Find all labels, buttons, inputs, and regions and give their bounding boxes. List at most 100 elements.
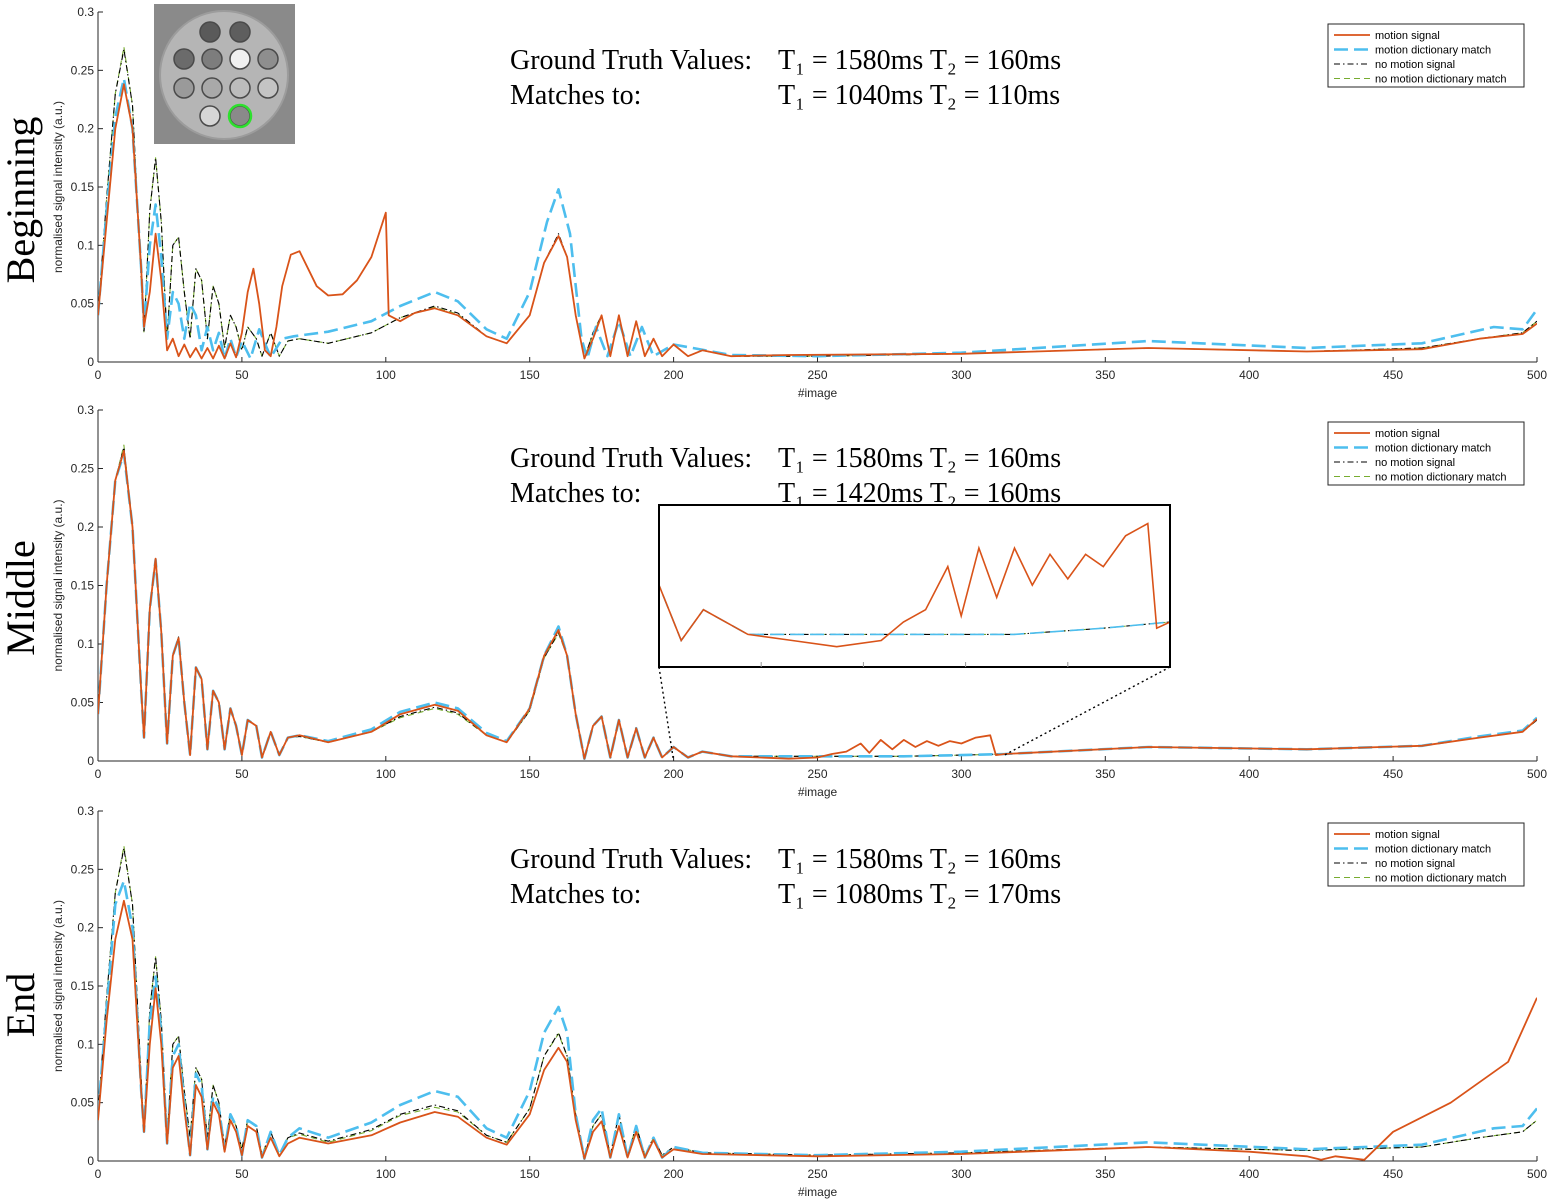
y-tick-label: 0.15 <box>71 979 95 993</box>
x-tick-label: 100 <box>376 1167 396 1181</box>
legend-entry: no motion dictionary match <box>1375 74 1506 86</box>
series-line-motion-dictionary-match <box>98 879 1537 1160</box>
x-tick-label: 500 <box>1527 767 1547 781</box>
y-tick-label: 0.25 <box>71 862 95 876</box>
legend-entry: motion dictionary match <box>1375 844 1491 856</box>
x-tick-label: 250 <box>807 767 827 781</box>
x-tick-label: 250 <box>807 1167 827 1181</box>
x-tick-label: 50 <box>235 368 249 382</box>
zoom-series-line-motion-signal <box>660 522 1169 648</box>
x-tick-label: 450 <box>1383 368 1403 382</box>
y-tick-label: 0.2 <box>77 122 94 136</box>
x-tick-label: 200 <box>664 368 684 382</box>
x-tick-label: 0 <box>95 368 102 382</box>
y-tick-label: 0.05 <box>71 297 95 311</box>
x-axis-label: #image <box>798 1185 838 1199</box>
phantom-vial <box>229 77 251 99</box>
x-tick-label: 50 <box>235 1167 249 1181</box>
zoom-inset <box>658 504 1171 762</box>
x-tick-label: 300 <box>951 368 971 382</box>
legend-entry: motion dictionary match <box>1375 443 1491 455</box>
annotation-values: T₁ = 1040ms T₂ = 110ms <box>778 80 1060 111</box>
phantom-vial <box>199 105 221 127</box>
x-tick-label: 450 <box>1383 1167 1403 1181</box>
y-tick-label: 0 <box>87 1154 94 1168</box>
annotation-label: Matches to: <box>510 80 641 111</box>
series-group <box>98 845 1537 1161</box>
x-tick-label: 350 <box>1095 368 1115 382</box>
x-tick-label: 100 <box>376 368 396 382</box>
x-tick-label: 100 <box>376 767 396 781</box>
y-tick-label: 0.05 <box>71 696 95 710</box>
x-tick-label: 400 <box>1239 767 1259 781</box>
x-tick-label: 200 <box>664 1167 684 1181</box>
x-tick-label: 250 <box>807 368 827 382</box>
series-line-motion-dictionary-match <box>98 77 1537 360</box>
phantom-vial <box>257 77 279 99</box>
phantom-vial <box>229 48 251 70</box>
y-tick-label: 0.1 <box>77 1037 94 1051</box>
y-tick-label: 0.3 <box>77 403 94 417</box>
x-tick-label: 300 <box>951 767 971 781</box>
x-tick-label: 400 <box>1239 368 1259 382</box>
y-tick-label: 0.25 <box>71 63 95 77</box>
y-tick-label: 0.15 <box>71 579 95 593</box>
selected-vial-marker <box>227 103 253 129</box>
panel-beginning: 0 50 100 150 200 250 300 350 400 450 500 0 0.05 0.1 0.… <box>0 4 1547 400</box>
legend-entry: no motion signal <box>1375 59 1455 71</box>
legend-entry: motion dictionary match <box>1375 45 1491 57</box>
annotation-label: Ground Truth Values: <box>510 443 752 474</box>
annotation-values: T₁ = 1420ms T₂ = 160ms <box>778 478 1061 509</box>
legend-entry: motion signal <box>1375 30 1440 42</box>
series-group <box>98 444 1537 760</box>
zoom-series-group <box>660 522 1169 648</box>
panel-row-label: End <box>0 973 43 1037</box>
series-line-no-motion-dictionary-match <box>98 444 1537 760</box>
legend-entry: no motion dictionary match <box>1375 472 1506 484</box>
annotation-values: T₁ = 1580ms T₂ = 160ms <box>778 443 1061 474</box>
annotation-values: T₁ = 1580ms T₂ = 160ms <box>778 45 1061 76</box>
phantom-disc <box>159 10 289 140</box>
series-line-no-motion-dictionary-match <box>98 46 1537 360</box>
x-tick-label: 400 <box>1239 1167 1259 1181</box>
y-tick-label: 0 <box>87 754 94 768</box>
phantom-vial <box>173 77 195 99</box>
x-tick-label: 500 <box>1527 368 1547 382</box>
series-line-no-motion-signal <box>98 48 1537 360</box>
y-tick-label: 0.2 <box>77 921 94 935</box>
legend-entry: no motion signal <box>1375 858 1455 870</box>
series-group <box>98 46 1537 360</box>
series-line-motion-signal <box>98 899 1537 1161</box>
x-axis-label: #image <box>798 785 838 799</box>
series-line-motion-signal <box>98 450 1537 760</box>
zoom-connector-left <box>658 666 675 762</box>
x-tick-label: 450 <box>1383 767 1403 781</box>
phantom-vial <box>201 48 223 70</box>
panel-row-label: Middle <box>0 540 43 656</box>
panel-row-label: Beginning <box>0 117 43 284</box>
x-tick-label: 300 <box>951 1167 971 1181</box>
x-tick-label: 150 <box>520 1167 540 1181</box>
panel-end: 0 50 100 150 200 250 300 350 400 450 500 0 0.05 0.1 0.… <box>0 804 1547 1199</box>
zoom-connector-right <box>1004 666 1171 756</box>
y-tick-label: 0.2 <box>77 520 94 534</box>
x-tick-label: 50 <box>235 767 249 781</box>
x-tick-label: 150 <box>520 368 540 382</box>
y-axis-label: normalised signal intensity (a.u.) <box>51 499 65 671</box>
annotation-label: Matches to: <box>510 879 641 910</box>
y-tick-label: 0.3 <box>77 5 94 19</box>
y-axis-label: normalised signal intensity (a.u.) <box>51 900 65 1072</box>
annotation-label: Matches to: <box>510 478 641 509</box>
y-tick-label: 0.1 <box>77 637 94 651</box>
phantom-vial <box>173 48 195 70</box>
y-tick-label: 0.15 <box>71 180 95 194</box>
plot-area <box>98 12 1537 362</box>
y-axis-label: normalised signal intensity (a.u.) <box>51 101 65 273</box>
series-line-no-motion-signal <box>98 847 1537 1159</box>
plot-area <box>98 811 1537 1161</box>
phantom-vial <box>201 77 223 99</box>
legend-entry: motion signal <box>1375 428 1440 440</box>
phantom-vial <box>229 21 251 43</box>
phantom-vial <box>199 21 221 43</box>
legend-entry: motion signal <box>1375 829 1440 841</box>
